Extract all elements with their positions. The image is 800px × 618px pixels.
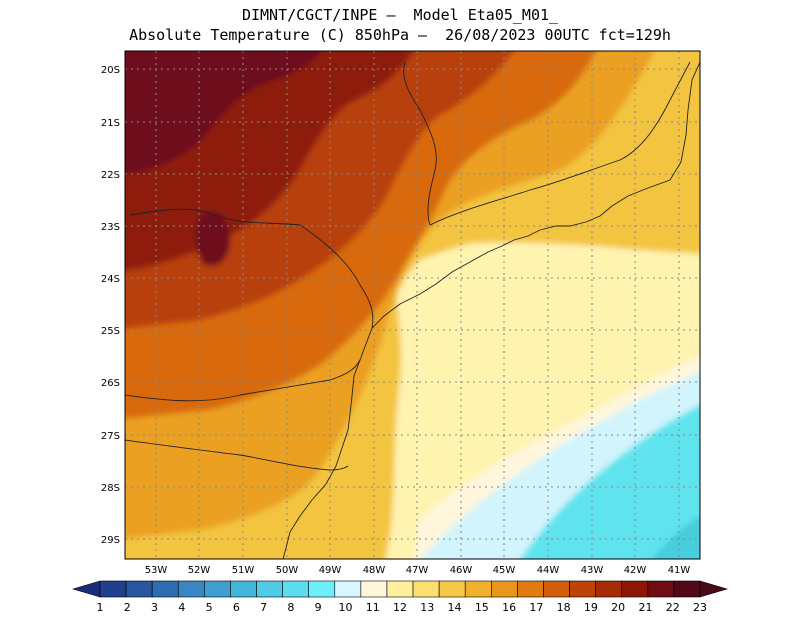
plot-frame <box>124 50 701 560</box>
state-border-mg-sp <box>403 61 437 226</box>
colorbar-label: 12 <box>393 601 407 614</box>
colorbar-swatch <box>647 580 675 598</box>
colorbar-label: 11 <box>366 601 380 614</box>
lon-label: 49W <box>319 565 342 576</box>
colorbar-swatch <box>543 580 570 598</box>
lon-label: 52W <box>188 565 211 576</box>
temperature-band <box>520 405 700 559</box>
colorbar-label: 20 <box>611 601 625 614</box>
lat-label: 20S <box>101 65 120 76</box>
colorbar-swatch <box>569 580 596 598</box>
graticule <box>125 51 700 559</box>
atlantic-coastline <box>282 61 700 559</box>
colorbar-label: 16 <box>502 601 516 614</box>
lat-label: 22S <box>101 170 120 181</box>
colorbar-swatch <box>491 580 518 598</box>
colorbar-label: 5 <box>206 601 213 614</box>
colorbar-label: 8 <box>287 601 294 614</box>
colorbar-swatch <box>621 580 649 598</box>
colorbar-label: 15 <box>475 601 489 614</box>
colorbar-label: 13 <box>420 601 434 614</box>
colorbar: 1 2 3 4 5 6 7 8 9 10 11 12 13 14 15 16 17 18 19 20 21 22 23 <box>71 580 729 614</box>
map-title-line1: DIMNT/CGCT/INPE – Model Eta05_M01_ <box>241 6 559 24</box>
lon-label: 46W <box>450 565 473 576</box>
colorbar-swatch <box>517 580 544 598</box>
colorbar-swatch <box>282 580 309 598</box>
lat-label: 23S <box>101 222 120 233</box>
colorbar-label: 19 <box>584 601 598 614</box>
colorbar-swatch <box>595 580 623 598</box>
lon-label: 43W <box>581 565 604 576</box>
colorbar-swatch <box>177 580 205 598</box>
colorbar-label: 7 <box>260 601 267 614</box>
state-border-sc-rs <box>125 439 349 471</box>
paraguay-river-border <box>129 208 301 226</box>
lat-label: 21S <box>101 118 120 129</box>
lat-label: 25S <box>101 326 120 337</box>
latitude-axis: 20S 21S 22S 23S 24S 25S 26S 27S 28S 29S <box>101 65 120 546</box>
colorbar-label: 21 <box>638 601 652 614</box>
colorbar-swatch <box>386 580 414 598</box>
lat-label: 26S <box>101 378 120 389</box>
map-title-line2: Absolute Temperature (C) 850hPa – 26/08/… <box>129 26 671 44</box>
lon-label: 53W <box>145 565 168 576</box>
colorbar-swatch <box>464 580 492 598</box>
colorbar-label: 9 <box>315 601 322 614</box>
lon-label: 48W <box>363 565 386 576</box>
lat-label: 24S <box>101 274 120 285</box>
temperature-band <box>125 51 323 174</box>
lon-label: 50W <box>276 565 299 576</box>
lon-label: 42W <box>624 565 647 576</box>
longitude-axis: 53W 52W 51W 50W 49W 48W 47W 46W 45W 44W … <box>145 565 691 576</box>
colorbar-swatch <box>204 580 231 598</box>
colorbar-label: 10 <box>338 601 352 614</box>
coastline-and-borders <box>125 61 700 559</box>
colorbar-swatch <box>308 580 336 598</box>
colorbar-swatch <box>673 580 701 598</box>
state-border-pr-sc <box>125 359 361 402</box>
lon-label: 41W <box>668 565 691 576</box>
colorbar-label: 3 <box>151 601 158 614</box>
colorbar-label: 18 <box>557 601 571 614</box>
lon-label: 47W <box>406 565 429 576</box>
colorbar-label: 22 <box>666 601 680 614</box>
colorbar-swatch <box>412 580 440 598</box>
temperature-band <box>652 516 700 559</box>
temperature-field <box>125 51 700 559</box>
colorbar-label: 14 <box>448 601 462 614</box>
lat-label: 29S <box>101 535 120 546</box>
colorbar-label: 2 <box>124 601 131 614</box>
colorbar-label: 17 <box>529 601 543 614</box>
temperature-band <box>195 211 231 266</box>
colorbar-label: 1 <box>97 601 104 614</box>
colorbar-swatch <box>151 580 179 598</box>
colorbar-swatch <box>360 580 388 598</box>
colorbar-label: 4 <box>178 601 185 614</box>
state-border-rj <box>429 61 691 226</box>
lon-label: 51W <box>232 565 255 576</box>
colorbar-swatch <box>230 580 257 598</box>
colorbar-swatch <box>256 580 283 598</box>
colorbar-swatch <box>125 580 153 598</box>
lat-label: 27S <box>101 431 120 442</box>
colorbar-overflow-arrow <box>699 580 729 598</box>
colorbar-swatch <box>438 580 466 598</box>
state-border-sp-pr <box>299 224 374 329</box>
lat-label: 28S <box>101 483 120 494</box>
colorbar-underflow-arrow <box>71 580 101 598</box>
colorbar-label: 6 <box>233 601 240 614</box>
colorbar-swatch <box>99 580 127 598</box>
colorbar-swatch <box>334 580 362 598</box>
lon-label: 44W <box>537 565 560 576</box>
colorbar-label: 23 <box>693 601 707 614</box>
lon-label: 45W <box>493 565 516 576</box>
